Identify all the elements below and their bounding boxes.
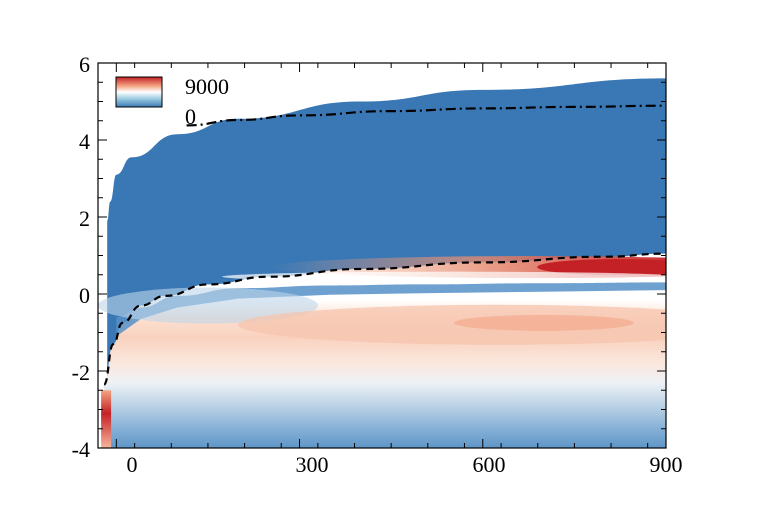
legend-max-label: 9000 <box>185 74 229 99</box>
axis-ticks <box>97 62 667 449</box>
color-legend: 9000 0 <box>115 74 229 129</box>
dashdot-curve <box>186 104 666 127</box>
x-tick-label-600: 600 <box>473 452 506 477</box>
y-axis-tick-labels: 6 4 2 0 -2 -4 <box>72 52 90 462</box>
legend-min-label: 0 <box>185 104 196 129</box>
x-tick-label-300: 300 <box>296 452 329 477</box>
secondary-pink-band <box>238 304 666 345</box>
secondary-band-core <box>453 314 634 331</box>
y-tick-label-4: 4 <box>79 129 90 154</box>
peak-red-core <box>537 259 666 276</box>
x-tick-label-0: 0 <box>127 452 138 477</box>
x-axis-tick-labels: 0 300 600 900 <box>127 452 683 477</box>
y-tick-label-neg2: -2 <box>72 360 90 385</box>
white-highlight-band <box>222 271 666 282</box>
inlet-red-stripe <box>101 390 112 448</box>
leading-edge-halo <box>98 287 318 324</box>
boundary-lines <box>103 104 666 386</box>
dashed-curve <box>103 252 666 386</box>
contour-field <box>98 78 666 448</box>
y-tick-label-neg4: -4 <box>72 437 90 462</box>
y-tick-label-2: 2 <box>79 206 90 231</box>
x-tick-label-900: 900 <box>650 452 683 477</box>
y-tick-label-0: 0 <box>79 283 90 308</box>
y-tick-label-6: 6 <box>79 52 90 77</box>
legend-color-swatch <box>115 76 163 108</box>
